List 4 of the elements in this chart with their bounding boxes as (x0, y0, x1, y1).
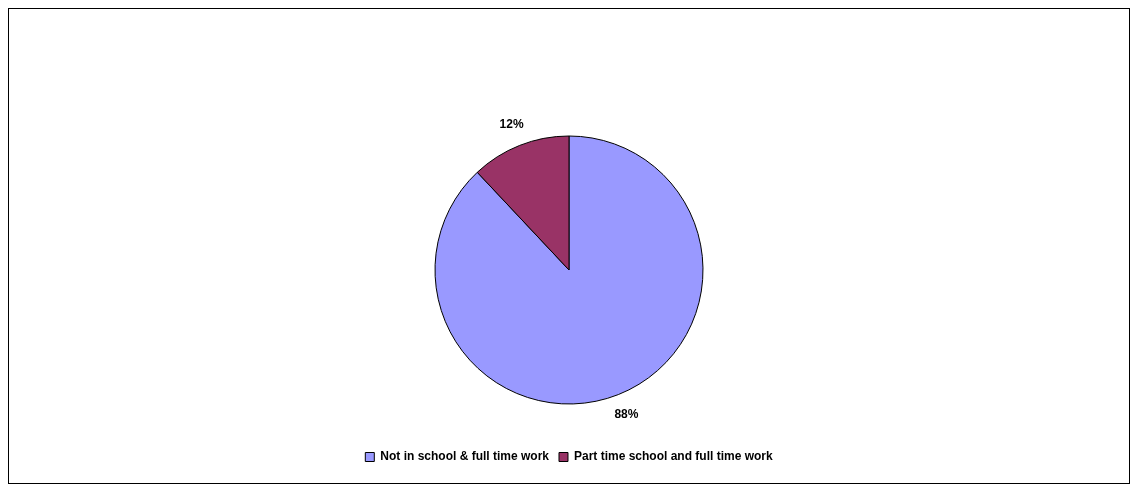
legend-label: Part time school and full time work (573, 449, 774, 464)
data-label: 12% (499, 117, 524, 132)
data-label: 88% (614, 407, 639, 422)
legend-label: Not in school & full time work (380, 449, 550, 464)
